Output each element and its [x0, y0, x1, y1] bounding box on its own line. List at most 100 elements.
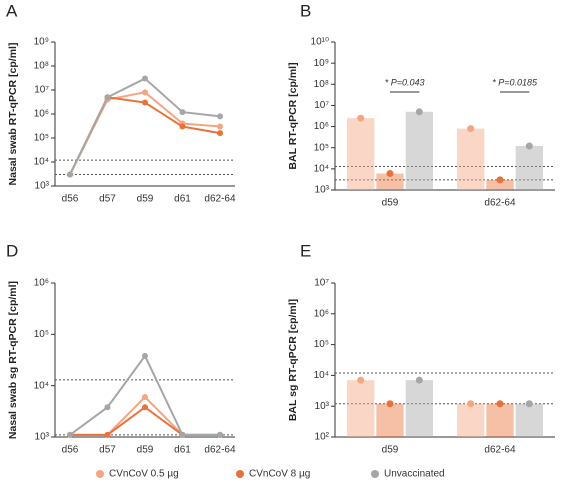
bar-point — [496, 176, 504, 184]
bar — [486, 403, 514, 437]
bar-point — [467, 125, 475, 133]
data-point — [104, 431, 111, 438]
data-point — [217, 113, 223, 120]
y-tick-label: 10⁶ — [34, 278, 49, 289]
legend-marker — [236, 470, 244, 478]
legend-label: CVnCoV 8 µg — [249, 469, 310, 480]
y-tick-label: 10⁴ — [34, 380, 49, 391]
y-tick-label: 10⁴ — [314, 370, 329, 381]
bar — [486, 179, 514, 190]
data-point — [142, 394, 148, 401]
bar — [347, 118, 375, 190]
y-tick-label: 10⁵ — [314, 142, 329, 153]
data-point — [179, 109, 186, 116]
data-point — [142, 75, 148, 82]
x-tick-label: d62-64 — [204, 194, 236, 205]
y-tick-label: 10³ — [35, 181, 50, 192]
bar — [457, 403, 485, 437]
x-tick-label: d59 — [137, 445, 154, 456]
x-tick-label: d59 — [137, 194, 154, 205]
y-tick-label: 10⁹ — [314, 58, 329, 69]
bar — [457, 128, 485, 190]
panel-letter: B — [300, 1, 311, 20]
x-tick-label: d56 — [62, 445, 79, 456]
y-tick-label: 10⁴ — [34, 157, 49, 168]
annotation: * P=0.043 — [385, 77, 425, 87]
x-tick-label: d61 — [174, 194, 191, 205]
y-tick-label: 10⁵ — [314, 339, 329, 350]
y-tick-label: 10³ — [35, 432, 50, 443]
x-tick-label: d57 — [99, 194, 116, 205]
bar — [405, 111, 433, 190]
data-point — [142, 404, 148, 411]
data-point — [67, 171, 73, 178]
bar-point — [386, 400, 394, 408]
data-point — [142, 352, 148, 359]
y-tick-label: 10⁸ — [34, 61, 49, 72]
bar — [347, 380, 375, 437]
legend-label: CVnCoV 0.5 µg — [109, 469, 179, 480]
y-axis-label: BAL RT-qPCR [cp/ml] — [287, 62, 299, 169]
legend-marker — [96, 470, 104, 478]
bar-point — [525, 400, 533, 408]
y-tick-label: 10⁹ — [34, 37, 49, 48]
bar — [405, 380, 433, 437]
bar-point — [415, 376, 423, 384]
y-tick-label: 10¹⁰ — [311, 37, 329, 48]
y-tick-label: 10³ — [315, 401, 330, 412]
bar — [376, 403, 404, 437]
data-point — [104, 404, 111, 411]
bar-point — [525, 142, 533, 150]
x-tick-label: d59 — [382, 445, 399, 456]
bar-point — [467, 400, 475, 408]
x-tick-label: d56 — [62, 194, 79, 205]
y-tick-label: 10⁶ — [314, 121, 329, 132]
data-point — [179, 431, 186, 438]
series-line — [70, 405, 220, 436]
y-tick-label: 10⁴ — [314, 163, 329, 174]
y-tick-label: 10⁸ — [314, 79, 329, 90]
bar-point — [357, 114, 365, 122]
y-tick-label: 10³ — [315, 185, 330, 196]
x-tick-label: d62-64 — [484, 445, 516, 456]
y-tick-label: 10⁷ — [34, 85, 49, 96]
data-point — [217, 431, 223, 438]
x-tick-label: d62-64 — [204, 445, 236, 456]
y-tick-label: 10⁵ — [34, 329, 49, 340]
x-tick-label: d57 — [99, 445, 116, 456]
y-tick-label: 10⁵ — [34, 133, 49, 144]
legend-marker — [371, 470, 379, 478]
data-point — [217, 130, 223, 137]
data-point — [67, 431, 73, 438]
x-tick-label: d61 — [174, 445, 191, 456]
y-tick-label: 10⁶ — [34, 109, 49, 120]
series-line — [70, 395, 220, 436]
data-point — [104, 94, 111, 101]
series-line — [69, 96, 221, 175]
y-tick-label: 10² — [315, 432, 330, 443]
x-tick-label: d62-64 — [484, 198, 516, 209]
legend-label: Unvaccinated — [384, 469, 445, 480]
panel-letter: E — [300, 241, 311, 260]
annotation: * P=0.0185 — [492, 77, 538, 87]
data-point — [217, 123, 223, 130]
bar-point — [357, 376, 365, 384]
y-tick-label: 10⁷ — [314, 278, 329, 289]
bar — [515, 403, 543, 437]
data-point — [142, 89, 148, 96]
y-axis-label: BAL sg RT-qPCR [cp/ml] — [287, 299, 299, 421]
bar-point — [496, 400, 504, 408]
x-tick-label: d59 — [382, 198, 399, 209]
data-point — [179, 123, 186, 130]
panel-letter: A — [6, 1, 18, 20]
y-tick-label: 10⁶ — [314, 308, 329, 319]
y-axis-label: Nasal swab sg RT-qPCR [cp/ml] — [7, 281, 19, 439]
y-axis-label: Nasal swab RT-qPCR [cp/ml] — [7, 43, 19, 186]
panel-letter: D — [6, 241, 18, 260]
bar — [376, 173, 404, 190]
data-point — [142, 99, 148, 106]
bar-point — [386, 170, 394, 178]
bar — [515, 146, 543, 190]
y-tick-label: 10⁷ — [314, 100, 329, 111]
